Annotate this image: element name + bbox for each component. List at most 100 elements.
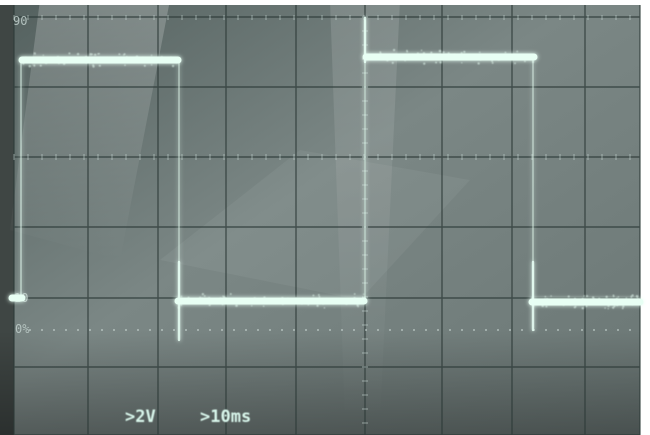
- noise-speck: [264, 299, 267, 302]
- noise-speck: [171, 64, 175, 68]
- noise-speck: [357, 305, 359, 308]
- noise-speck: [386, 58, 389, 62]
- noise-speck: [598, 297, 601, 300]
- noise-speck: [365, 55, 367, 58]
- noise-speck: [541, 304, 544, 308]
- noise-speck: [317, 300, 321, 304]
- zero-line-dot: [437, 329, 439, 331]
- noise-speck: [461, 62, 463, 64]
- noise-speck: [476, 56, 478, 58]
- noise-speck: [137, 60, 140, 63]
- zero-line-dot: [65, 329, 67, 331]
- noise-speck: [118, 53, 121, 56]
- noise-speck: [22, 62, 25, 65]
- noise-speck: [39, 64, 42, 67]
- noise-speck: [489, 56, 492, 59]
- noise-speck: [407, 54, 410, 57]
- noise-speck: [180, 295, 183, 298]
- noise-speck: [574, 305, 577, 308]
- noise-speck: [219, 297, 222, 300]
- noise-speck: [208, 296, 211, 299]
- noise-speck: [526, 57, 529, 60]
- noise-speck: [617, 296, 620, 298]
- noise-speck: [229, 293, 232, 295]
- noise-speck: [458, 58, 461, 61]
- noise-speck: [613, 299, 616, 301]
- noise-speck: [304, 301, 307, 304]
- noise-speck: [24, 56, 27, 59]
- noise-speck: [549, 300, 552, 303]
- noise-speck: [491, 61, 494, 64]
- noise-speck: [622, 305, 625, 308]
- noise-speck: [219, 300, 222, 303]
- noise-speck: [631, 302, 634, 306]
- noise-speck: [42, 54, 45, 57]
- noise-speck: [97, 52, 100, 55]
- noise-speck: [411, 54, 414, 56]
- noise-speck: [150, 54, 153, 57]
- noise-speck: [84, 55, 88, 59]
- zero-line-dot: [485, 329, 487, 331]
- noise-speck: [391, 61, 394, 64]
- zero-line-dot: [185, 329, 187, 331]
- noise-speck: [538, 300, 541, 302]
- noise-speck: [468, 56, 470, 59]
- zero-line-dot: [257, 329, 259, 331]
- noise-speck: [76, 52, 80, 56]
- noise-speck: [301, 303, 303, 305]
- noise-speck: [546, 298, 549, 301]
- zero-line-dot: [245, 329, 247, 331]
- noise-speck: [517, 57, 520, 60]
- zero-line-dot: [113, 329, 115, 331]
- noise-speck: [92, 65, 95, 68]
- noise-speck: [628, 301, 631, 304]
- noise-speck: [442, 51, 445, 54]
- noise-speck: [98, 64, 101, 67]
- noise-speck: [203, 295, 206, 297]
- noise-speck: [224, 301, 227, 304]
- noise-speck: [591, 296, 595, 299]
- zero-line-dot: [473, 329, 475, 331]
- left-bezel: [0, 0, 14, 435]
- zero-line-dot: [545, 329, 547, 331]
- noise-speck: [301, 297, 305, 301]
- zero-line-dot: [629, 329, 631, 331]
- noise-speck: [322, 302, 324, 305]
- noise-speck: [262, 305, 265, 307]
- noise-speck: [323, 307, 326, 309]
- noise-speck: [581, 297, 585, 301]
- noise-speck: [222, 295, 224, 298]
- noise-speck: [636, 296, 639, 299]
- zero-line-dot: [161, 329, 163, 331]
- noise-speck: [98, 57, 101, 61]
- noise-speck: [514, 53, 517, 56]
- zero-line-dot: [377, 329, 379, 331]
- noise-speck: [621, 307, 624, 310]
- zero-line-dot: [593, 329, 595, 331]
- time-per-div-readout: >10ms: [200, 407, 251, 427]
- zero-line-dot: [557, 329, 559, 331]
- bottom-shadow: [0, 330, 650, 435]
- noise-speck: [453, 53, 456, 56]
- noise-speck: [417, 57, 419, 60]
- noise-speck: [599, 303, 602, 305]
- noise-speck: [586, 295, 589, 298]
- zero-line-dot: [461, 329, 463, 331]
- zero-line-dot: [497, 329, 499, 331]
- noise-speck: [33, 65, 36, 67]
- noise-speck: [630, 296, 633, 299]
- noise-speck: [141, 57, 144, 59]
- noise-speck: [379, 53, 382, 56]
- noise-speck: [143, 64, 146, 67]
- noise-speck: [89, 52, 93, 56]
- noise-speck: [430, 51, 433, 54]
- noise-speck: [50, 57, 53, 60]
- zero-line-dot: [413, 329, 415, 331]
- volts-per-div-readout: >2V: [125, 407, 156, 427]
- noise-speck: [545, 305, 548, 308]
- noise-speck: [585, 303, 587, 305]
- noise-speck: [281, 302, 284, 305]
- noise-speck: [562, 303, 565, 306]
- noise-speck: [123, 54, 125, 56]
